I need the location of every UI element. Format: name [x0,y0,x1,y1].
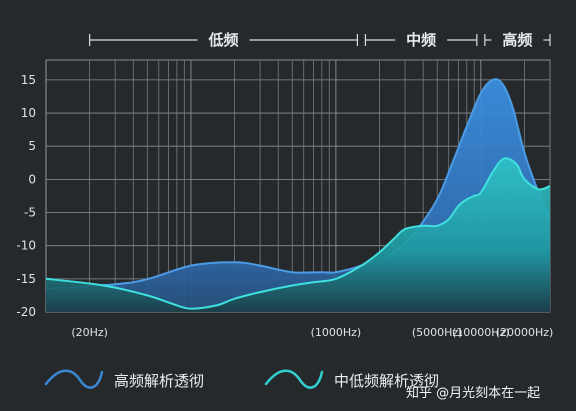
legend-swatch-icon [264,369,324,389]
band-bracket: 低频 [89,31,359,49]
y-tick-label: 5 [28,139,36,153]
legend-swatch-icon [44,369,104,389]
y-tick-label: 0 [28,172,36,186]
legend-item: 高频解析透彻 [44,369,204,390]
series-areas [46,78,550,312]
band-bracket: 中频 [364,31,478,49]
y-tick-label: -15 [16,272,36,286]
y-tick-label: 10 [21,106,36,120]
x-tick-label: (20Hz) [71,326,108,339]
legend-label: 中低频解析透彻 [334,372,439,390]
y-tick-label: 15 [21,73,36,87]
x-axis: (20Hz) (1000Hz) (5000Hz)(10000Hz)(20000Hz) [71,326,553,339]
y-tick-label: -5 [24,206,36,220]
x-tick-label: (5000Hz) [412,326,463,339]
series-area [46,158,550,312]
legend: 高频解析透彻 中低频解析透彻 [44,369,439,390]
y-tick-label: -10 [16,239,36,253]
legend-label: 高频解析透彻 [114,372,204,390]
band-brackets: 低频 中频 高频 [89,31,551,49]
y-axis: 15 10 5 0 -5 -10 -15 -20 [16,73,36,319]
band-bracket: 高频 [484,31,551,49]
watermark-text: 知乎 @月光刻本在一起 [406,385,540,401]
y-tick-label: -20 [16,305,36,319]
band-label: 低频 [208,31,239,49]
x-tick-label: (20000Hz) [496,326,554,339]
band-label: 中频 [406,31,436,49]
legend-item: 中低频解析透彻 [264,369,439,390]
series-line [46,157,550,310]
x-tick-label: (10000Hz) [452,326,510,339]
x-tick-label: (1000Hz) [311,326,362,339]
band-label: 高频 [502,31,532,49]
